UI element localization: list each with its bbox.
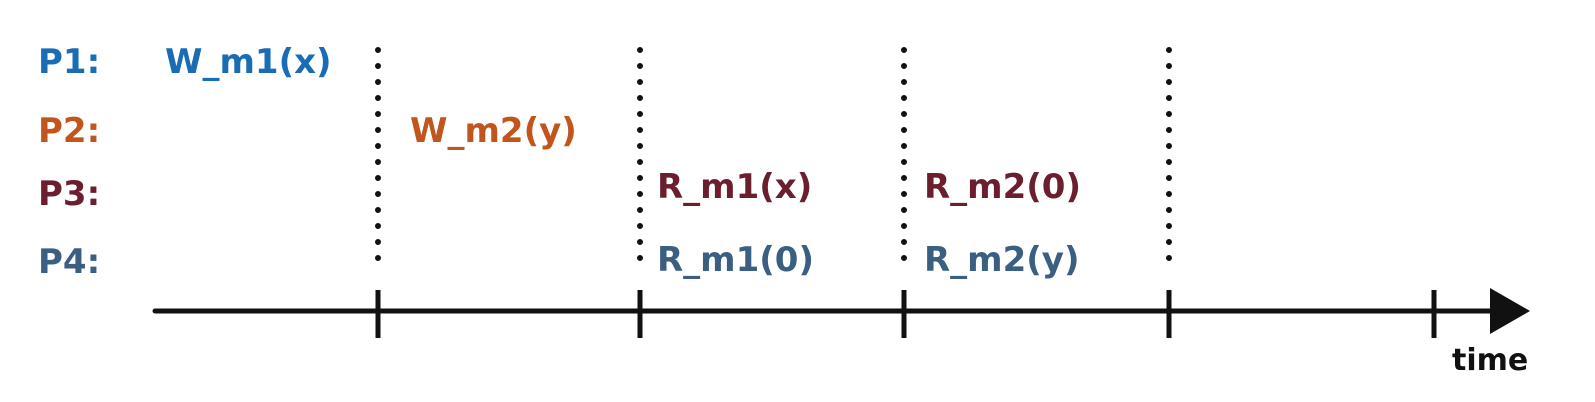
op-p2-write-m2: W_m2(y) — [410, 111, 577, 151]
op-p3-read-m1: R_m1(x) — [657, 167, 812, 207]
process-label-p2: P2: — [38, 111, 100, 151]
axis-label-time: time — [1452, 343, 1528, 378]
process-label-p4: P4: — [38, 242, 100, 282]
op-p3-read-m2: R_m2(0) — [924, 167, 1081, 207]
op-p1-write-m1: W_m1(x) — [165, 42, 332, 82]
process-label-p1: P1: — [38, 42, 100, 82]
axis-arrowhead — [1490, 288, 1530, 334]
op-p4-read-m2: R_m2(y) — [924, 240, 1080, 280]
time-axis — [152, 290, 1503, 338]
process-label-p3: P3: — [38, 174, 100, 214]
time-separators — [375, 47, 1172, 265]
op-p4-read-m1: R_m1(0) — [657, 240, 814, 280]
